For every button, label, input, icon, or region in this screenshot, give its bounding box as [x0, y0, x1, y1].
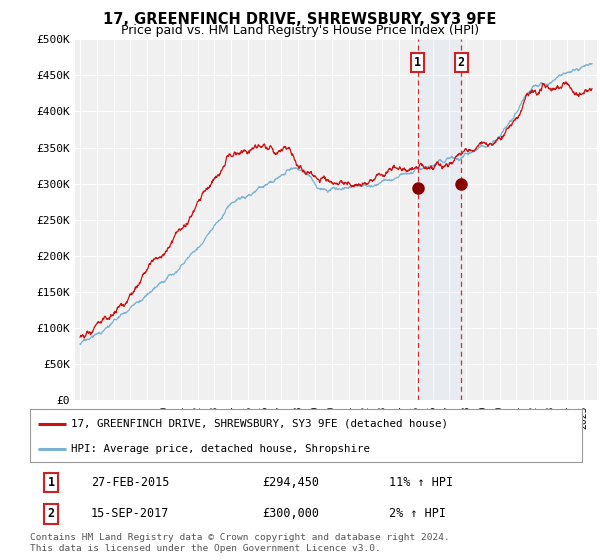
Text: 1: 1: [47, 476, 55, 489]
Text: 2% ↑ HPI: 2% ↑ HPI: [389, 507, 446, 520]
Text: £300,000: £300,000: [262, 507, 319, 520]
Text: 2: 2: [47, 507, 55, 520]
Text: HPI: Average price, detached house, Shropshire: HPI: Average price, detached house, Shro…: [71, 444, 370, 454]
Text: 1: 1: [415, 56, 421, 69]
Text: 15-SEP-2017: 15-SEP-2017: [91, 507, 169, 520]
Text: 27-FEB-2015: 27-FEB-2015: [91, 476, 169, 489]
Text: Price paid vs. HM Land Registry's House Price Index (HPI): Price paid vs. HM Land Registry's House …: [121, 24, 479, 36]
Text: 11% ↑ HPI: 11% ↑ HPI: [389, 476, 453, 489]
Text: 2: 2: [457, 56, 464, 69]
Text: Contains HM Land Registry data © Crown copyright and database right 2024.
This d: Contains HM Land Registry data © Crown c…: [30, 533, 450, 553]
Text: 17, GREENFINCH DRIVE, SHREWSBURY, SY3 9FE: 17, GREENFINCH DRIVE, SHREWSBURY, SY3 9F…: [103, 12, 497, 27]
Text: 17, GREENFINCH DRIVE, SHREWSBURY, SY3 9FE (detached house): 17, GREENFINCH DRIVE, SHREWSBURY, SY3 9F…: [71, 419, 448, 429]
Bar: [418, 39, 461, 400]
Text: £294,450: £294,450: [262, 476, 319, 489]
